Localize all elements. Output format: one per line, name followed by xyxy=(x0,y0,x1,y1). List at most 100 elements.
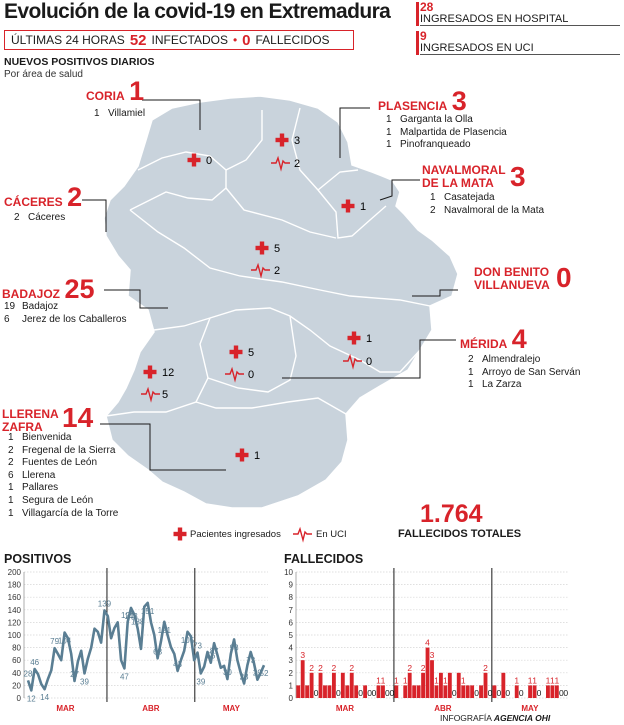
data-label: 2 xyxy=(332,663,337,673)
separator-bullet: • xyxy=(232,33,238,47)
positivos-line xyxy=(26,601,266,692)
marker-llerena-hosp: 1 xyxy=(254,450,260,462)
y-tick-label: 6 xyxy=(289,618,294,627)
y-tick-label: 8 xyxy=(289,593,294,602)
data-label: 0 xyxy=(390,688,395,698)
icu-label: INGRESADOS EN UCI xyxy=(420,42,620,55)
data-label: 3 xyxy=(430,650,435,660)
icu-accent-bar xyxy=(416,31,419,55)
data-label: 1 xyxy=(461,675,466,685)
region-caceres: CÁCERES 2 xyxy=(4,182,83,212)
data-label: 2 xyxy=(318,663,323,673)
infected-count: 52 xyxy=(129,31,147,49)
data-label: 0 xyxy=(367,688,372,698)
data-label: 1 xyxy=(376,675,381,685)
y-tick-label: 0 xyxy=(17,694,22,703)
data-label: 0 xyxy=(452,688,457,698)
data-label: 23 xyxy=(240,673,249,682)
bar xyxy=(456,672,461,698)
bar xyxy=(501,672,506,698)
positivos-chart: 0 20 40 60 80 100 120 140 160 180 200 MAR ABR MAY 28 12… xyxy=(8,568,269,713)
data-label: 12 xyxy=(27,694,36,703)
region-map-outline xyxy=(103,95,459,509)
data-label: 87 xyxy=(210,647,219,656)
bar xyxy=(430,660,434,698)
data-label: 0 xyxy=(474,688,479,698)
credit: INFOGRAFÍA AGENCIA OHI xyxy=(440,713,551,723)
data-label: 121 xyxy=(158,626,172,635)
data-label: 30 xyxy=(223,668,232,677)
bar xyxy=(296,685,301,698)
data-label: 0 xyxy=(488,688,493,698)
data-label: 0 xyxy=(559,688,564,698)
data-label: 151 xyxy=(141,607,155,616)
bar xyxy=(331,672,336,698)
bar xyxy=(407,672,412,698)
bar xyxy=(483,672,488,698)
caceres-towns: 2 Cáceres xyxy=(14,212,66,223)
y-tick-label: 9 xyxy=(289,581,294,590)
data-label: 73 xyxy=(246,656,255,665)
legend-hospital-label: Pacientes ingresados xyxy=(190,529,281,540)
data-label: 0 xyxy=(505,688,510,698)
bar xyxy=(470,685,475,698)
y-tick-label: 60 xyxy=(12,656,21,665)
data-label: 4 xyxy=(425,638,430,648)
data-label: 39 xyxy=(80,677,89,686)
y-tick-label: 2 xyxy=(289,669,294,678)
bar xyxy=(323,685,327,698)
marker-caceres-hosp: 5 xyxy=(274,243,280,255)
navalmoral-count: 3 xyxy=(510,161,526,192)
infected-label: INFECTADOS xyxy=(151,33,228,47)
marker-badajoz-hosp: 12 xyxy=(162,367,174,379)
month-label: ABR xyxy=(434,704,452,713)
data-label: 28 xyxy=(24,669,33,678)
bar xyxy=(300,660,305,698)
data-label: 0 xyxy=(358,688,363,698)
data-label: 2 xyxy=(407,663,412,673)
bar xyxy=(546,685,550,698)
bar xyxy=(421,672,426,698)
data-label: 63 xyxy=(153,647,162,656)
bar xyxy=(554,685,559,698)
data-label: 29 xyxy=(253,669,262,678)
data-label: 73 xyxy=(193,642,202,651)
deaths-count: 0 xyxy=(242,31,251,49)
total-deaths-label: FALLECIDOS TOTALES xyxy=(398,528,522,540)
bar xyxy=(443,685,448,698)
legend-icu-icon xyxy=(292,528,313,541)
bar xyxy=(461,685,466,698)
bar xyxy=(318,672,323,698)
data-label: 39 xyxy=(196,677,205,686)
llerena-towns: 1 Bienvenida 2 Fregenal de la Sierra 2 Fuen… xyxy=(8,432,119,519)
bar xyxy=(381,685,385,698)
data-label: 47 xyxy=(120,672,129,681)
legend-icu-label: En UCI xyxy=(316,529,347,540)
data-label: 1 xyxy=(550,675,555,685)
bar xyxy=(532,685,537,698)
hospital-accent-bar xyxy=(416,2,419,26)
marker-caceres-icu: 2 xyxy=(274,265,280,277)
data-label: 0 xyxy=(314,688,319,698)
don-benito-count: 0 xyxy=(556,262,572,293)
page-title: Evolución de la covid-19 en Extremadura xyxy=(4,0,391,23)
region-badajoz: BADAJOZ 25 xyxy=(2,274,95,304)
legend-hospital-icon xyxy=(173,527,187,541)
data-label: 138 xyxy=(131,618,145,627)
merida-towns: 2 Almendralejo 1 Arroyo de San Serván 1 La … xyxy=(468,354,581,391)
hospital-stat: 28 INGRESADOS EN HOSPITAL xyxy=(420,1,620,26)
bar xyxy=(438,672,443,698)
data-label: 139 xyxy=(98,599,112,608)
bar xyxy=(425,647,430,698)
badajoz-towns: 19 Badajoz 6 Jerez de los Caballeros xyxy=(4,301,127,325)
y-tick-label: 4 xyxy=(289,644,294,653)
hospital-count: 28 xyxy=(420,0,434,14)
data-label: 105 xyxy=(181,636,195,645)
data-label: 79 xyxy=(50,637,59,646)
positivos-chart-title: POSITIVOS xyxy=(4,552,72,566)
bar xyxy=(434,685,439,698)
data-label: 1 xyxy=(403,675,408,685)
bar xyxy=(394,685,399,698)
last24-label: ÚLTIMAS 24 HORAS xyxy=(11,33,125,47)
